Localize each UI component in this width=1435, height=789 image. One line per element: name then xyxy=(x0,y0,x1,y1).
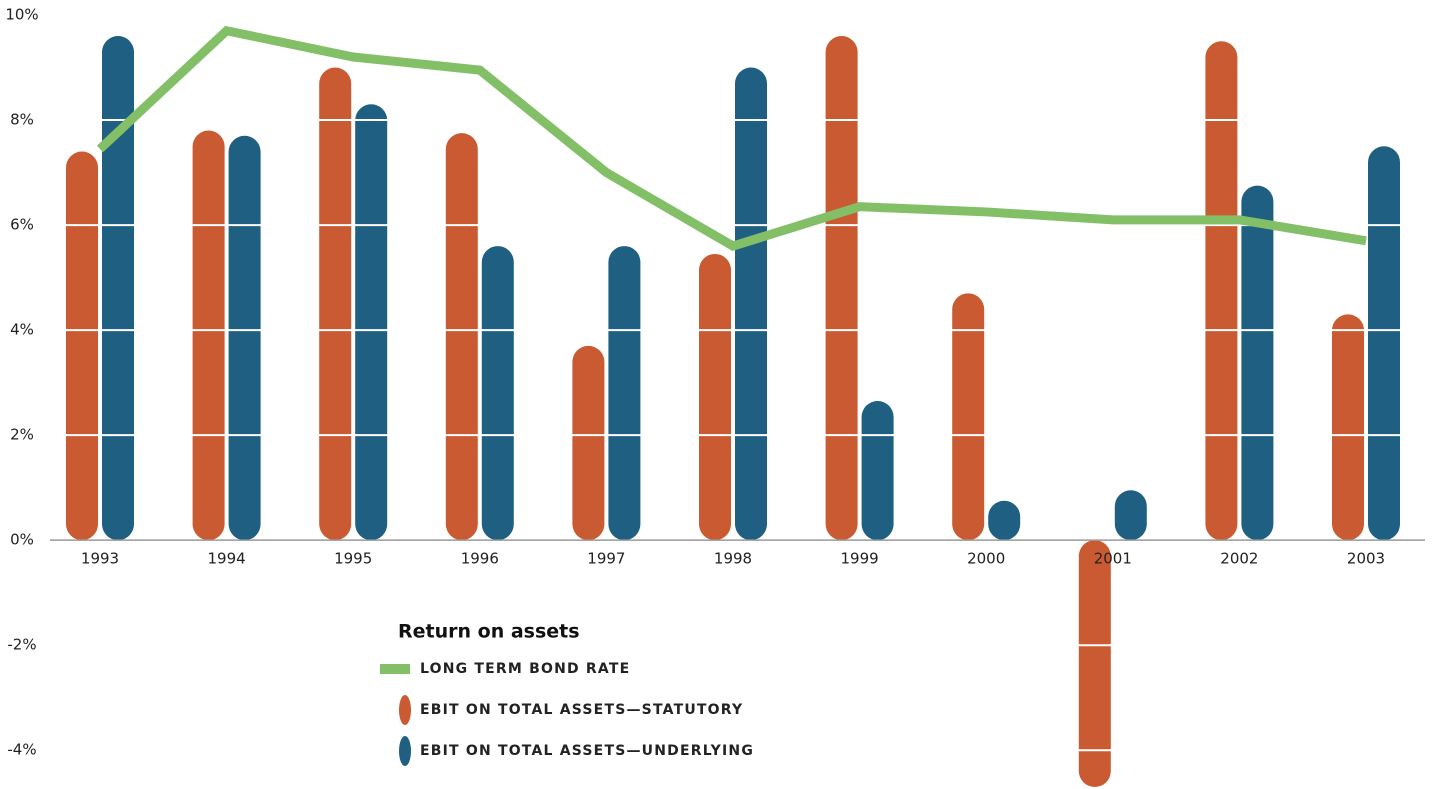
bar xyxy=(1241,185,1274,541)
bar xyxy=(699,253,731,541)
y-tick-label: -4% xyxy=(7,741,36,759)
bar xyxy=(355,104,388,541)
x-tick-label: 2001 xyxy=(1094,550,1132,568)
x-tick-label: 1996 xyxy=(461,550,499,568)
bar xyxy=(319,67,352,541)
y-tick-label: -2% xyxy=(7,636,36,654)
bar xyxy=(1205,41,1238,541)
legend-label: EBIT ON TOTAL ASSETS—UNDERLYING xyxy=(420,743,754,759)
bar xyxy=(481,246,514,541)
line xyxy=(96,25,1367,251)
x-tick-label: 1994 xyxy=(208,550,246,568)
bar xyxy=(1368,146,1400,541)
y-tick-label: 4% xyxy=(10,321,34,339)
legend-swatch xyxy=(399,695,411,725)
x-tick-label: 1997 xyxy=(587,550,625,568)
bar xyxy=(1114,490,1147,541)
bar xyxy=(988,500,1021,541)
bar xyxy=(1332,314,1364,541)
y-tick-label: 8% xyxy=(10,111,34,129)
bar xyxy=(825,36,858,541)
x-tick-label: 1999 xyxy=(841,550,879,568)
legend-swatch xyxy=(399,736,411,766)
legend-label: EBIT ON TOTAL ASSETS—STATUTORY xyxy=(420,702,743,718)
legend-title: Return on assets xyxy=(398,621,580,643)
y-tick-label: 6% xyxy=(10,216,34,234)
legend-swatch xyxy=(380,664,410,674)
bar xyxy=(228,135,261,541)
bar xyxy=(1078,540,1111,787)
y-tick-label: 0% xyxy=(10,531,34,549)
bar xyxy=(735,67,767,541)
bar xyxy=(861,401,894,541)
bar xyxy=(952,293,985,541)
bar xyxy=(192,130,225,541)
bar xyxy=(572,345,605,541)
y-tick-label: 10% xyxy=(5,6,38,24)
bar xyxy=(445,133,478,541)
bar xyxy=(102,36,134,541)
x-tick-label: 2003 xyxy=(1347,550,1385,568)
bar xyxy=(608,246,641,541)
x-tick-label: 1995 xyxy=(334,550,372,568)
y-tick-label: 2% xyxy=(10,426,34,444)
x-tick-label: 1998 xyxy=(714,550,752,568)
legend-label: LONG TERM BOND RATE xyxy=(420,661,630,677)
bar xyxy=(66,151,98,541)
x-tick-label: 2000 xyxy=(967,550,1005,568)
x-tick-label: 2002 xyxy=(1220,550,1258,568)
x-tick-label: 1993 xyxy=(81,550,119,568)
